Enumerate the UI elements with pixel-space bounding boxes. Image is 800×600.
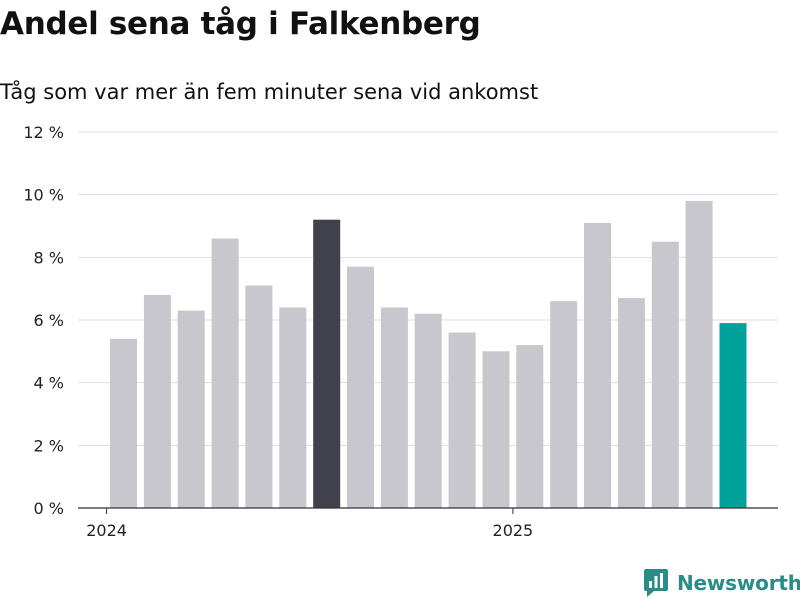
y-tick-label: 4 % (34, 374, 64, 393)
y-tick-label: 12 % (23, 123, 64, 142)
bar-2025-03 (584, 222, 611, 508)
newsworthy-logo-icon (644, 569, 668, 597)
y-tick-label: 10 % (23, 186, 64, 205)
bar-2025-05 (651, 241, 679, 508)
y-tick-label: 2 % (34, 436, 64, 455)
bar-2024-02 (143, 294, 171, 508)
y-tick-label: 0 % (34, 499, 64, 518)
bars (110, 200, 747, 508)
x-tick-label: 2024 (86, 521, 127, 540)
bar-2024-06 (279, 307, 307, 508)
bar-2025-06 (685, 200, 713, 508)
bar-2024-10 (414, 313, 442, 508)
x-tick-label: 2025 (493, 521, 534, 540)
bar-2025-01 (516, 345, 544, 508)
bar-2024-08 (347, 266, 374, 508)
brand-name: Newsworthy (677, 571, 800, 595)
brand: Newsworthy (644, 569, 800, 597)
bar-2024-01 (110, 338, 137, 508)
bar-2024-05 (245, 285, 273, 508)
chart-subtitle: Tåg som var mer än fem minuter sena vid … (0, 80, 539, 104)
bar-2025-02 (550, 301, 578, 508)
x-axis: 2024 2025 (78, 507, 778, 540)
y-tick-label: 6 % (34, 311, 64, 330)
y-tick-label: 8 % (34, 248, 64, 267)
y-axis-labels: 0 % 2 % 4 % 6 % 8 % 10 % 12 % (23, 123, 64, 518)
bar-2024-03 (177, 310, 205, 508)
bar-2024-12 (482, 351, 510, 508)
bar-2025-07 (719, 323, 747, 508)
bar-2024-09 (380, 307, 408, 508)
bar-2024-07 (313, 219, 341, 508)
bar-2025-04 (617, 298, 645, 508)
bar-2024-11 (448, 332, 476, 508)
chart-title: Andel sena tåg i Falkenberg (0, 6, 481, 42)
bar-2024-04 (211, 238, 239, 508)
